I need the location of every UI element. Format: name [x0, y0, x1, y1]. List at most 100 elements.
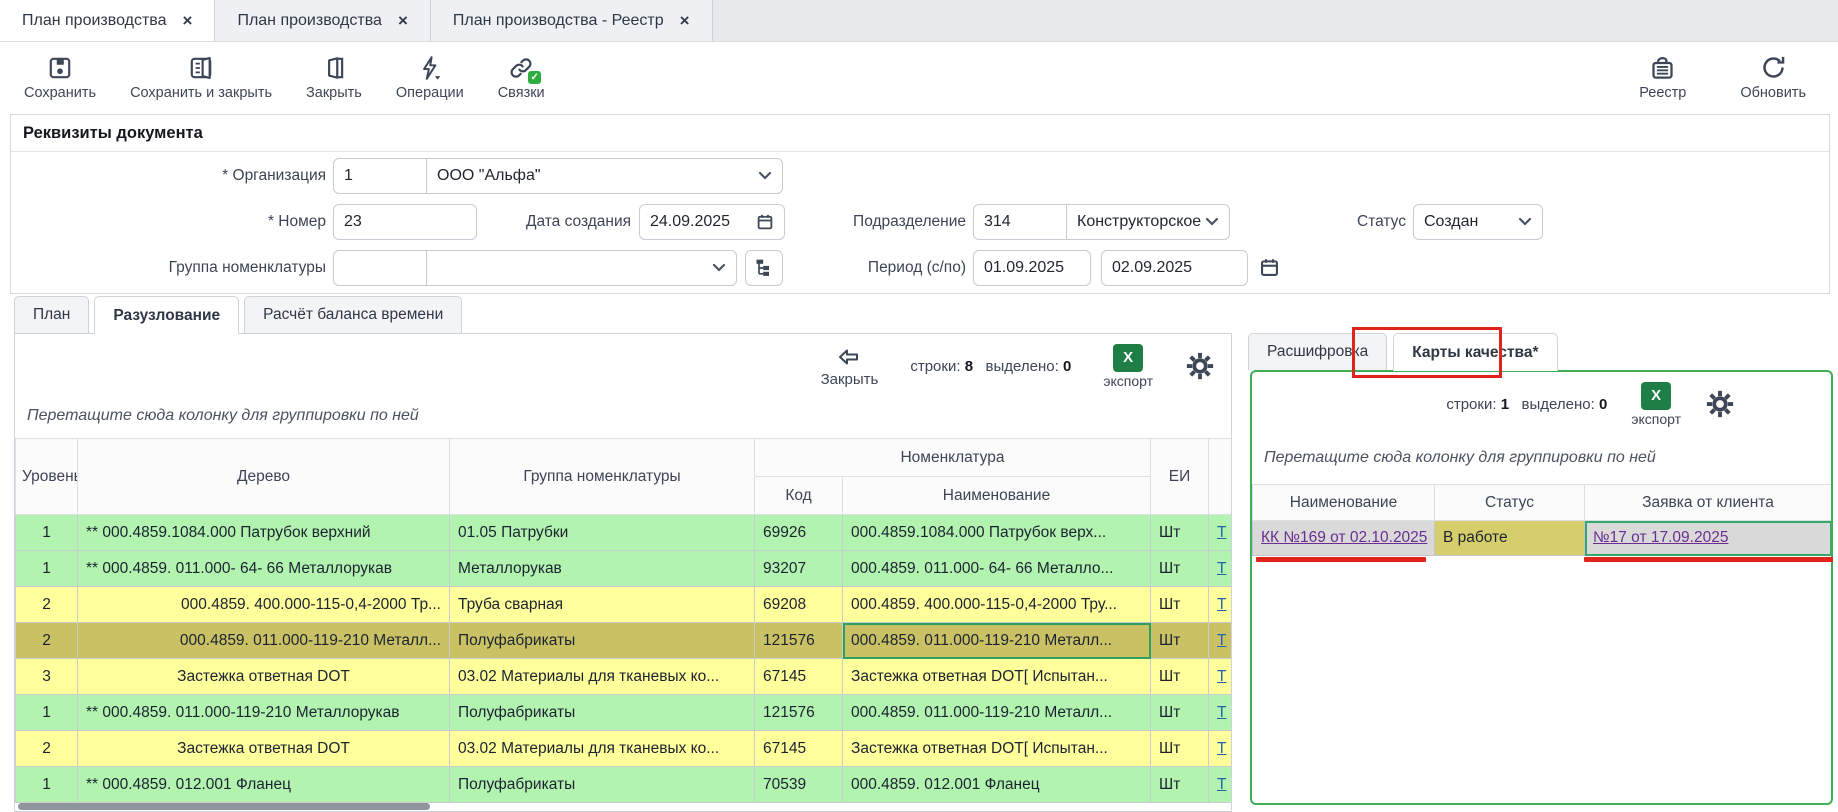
table-row[interactable]: 2 000.4859. 400.000-115-0,4-2000 Тр... Т…	[15, 586, 1231, 623]
tree-select-button[interactable]	[745, 250, 783, 286]
close-button[interactable]: Закрыть	[292, 50, 376, 105]
grid-settings-button[interactable]	[1185, 351, 1215, 381]
cell-code: 93207	[754, 550, 843, 587]
column-header-code[interactable]: Код	[754, 476, 843, 515]
row-link[interactable]: Т	[1217, 739, 1227, 757]
table-row[interactable]: 1 ** 000.4859. 011.000-119-210 Металлору…	[15, 694, 1231, 731]
created-date-label: Дата создания	[525, 213, 631, 230]
refresh-button[interactable]: Обновить	[1726, 50, 1820, 105]
nomenclature-group-code[interactable]	[334, 251, 427, 285]
column-header-nomenclature[interactable]: Номенклатура	[754, 438, 1151, 477]
row-link[interactable]: Т	[1217, 631, 1227, 649]
cell-level: 1	[15, 514, 78, 551]
cell-tree: ** 000.4859.1084.000 Патрубок верхний	[77, 514, 450, 551]
chevron-down-icon[interactable]	[712, 263, 726, 273]
cell-group: Полуфабрикаты	[449, 766, 755, 803]
column-header-unit[interactable]: ЕИ	[1150, 438, 1209, 515]
status-select[interactable]: Создан	[1413, 204, 1543, 240]
organization-field[interactable]: 1 ООО "Альфа"	[333, 158, 783, 194]
close-tab-icon[interactable]: ×	[679, 10, 690, 30]
quality-card-row[interactable]: КК №169 от 02.10.2025 В работе №17 от 17…	[1252, 520, 1831, 556]
department-field[interactable]: 314 Конструкторское бюр	[973, 204, 1230, 240]
horizontal-scrollbar[interactable]	[18, 803, 430, 810]
window-tab-registry[interactable]: План производства - Реестр ×	[430, 0, 713, 41]
document-requisites-section: Реквизиты документа * Организация 1 ООО …	[10, 114, 1830, 294]
quality-grid-counters: строки: 1 выделено: 0	[1446, 395, 1608, 413]
close-tab-icon[interactable]: ×	[182, 10, 193, 30]
chevron-down-icon[interactable]	[1518, 217, 1532, 227]
table-row[interactable]: 3 Застежка ответная DOT 03.02 Материалы …	[15, 658, 1231, 695]
export-excel-button[interactable]: X экспорт	[1631, 381, 1681, 427]
period-to-field[interactable]	[1101, 250, 1248, 286]
row-link[interactable]: Т	[1217, 559, 1227, 577]
nomenclature-group-select[interactable]	[427, 251, 736, 285]
save-icon	[47, 54, 73, 81]
client-request-link[interactable]: №17 от 17.09.2025	[1593, 529, 1729, 546]
cell-level: 1	[15, 766, 78, 803]
nomenclature-group-label: Группа номенклатуры	[168, 259, 326, 276]
table-row[interactable]: 1 ** 000.4859. 011.000- 64- 66 Металлору…	[15, 550, 1231, 587]
cell-group: Металлорукав	[449, 550, 755, 587]
cell-group: 01.05 Патрубки	[449, 514, 755, 551]
tab-quality-cards[interactable]: Карты качества*	[1393, 333, 1558, 371]
row-link[interactable]: Т	[1217, 595, 1227, 613]
row-link[interactable]: Т	[1217, 667, 1227, 685]
links-button[interactable]: ✓ Связки	[484, 50, 559, 105]
tab-decipher[interactable]: Расшифровка	[1248, 333, 1388, 370]
window-tab-plan-1[interactable]: План производства ×	[0, 0, 216, 41]
grid-settings-button[interactable]	[1705, 389, 1735, 419]
excel-icon: X	[1641, 381, 1672, 410]
chevron-down-icon[interactable]	[1205, 217, 1219, 227]
row-link[interactable]: Т	[1217, 523, 1227, 541]
export-excel-button[interactable]: X экспорт	[1103, 343, 1153, 389]
nomenclature-group-field[interactable]	[333, 250, 737, 286]
row-link[interactable]: Т	[1217, 775, 1227, 793]
cell-level: 1	[15, 550, 78, 587]
table-row[interactable]: 1 ** 000.4859.1084.000 Патрубок верхний …	[15, 514, 1231, 551]
table-row[interactable]: 1 ** 000.4859. 012.001 Фланец Полуфабрик…	[15, 766, 1231, 803]
cell-tree: 000.4859. 400.000-115-0,4-2000 Тр...	[77, 586, 450, 623]
calendar-icon[interactable]	[1259, 257, 1280, 278]
table-row[interactable]: 2 Застежка ответная DOT 03.02 Материалы …	[15, 730, 1231, 767]
organization-select[interactable]: ООО "Альфа"	[427, 159, 782, 193]
section-title: Реквизиты документа	[11, 115, 1829, 152]
window-tab-plan-2[interactable]: План производства ×	[215, 0, 431, 41]
window-tab-label: План производства - Реестр	[452, 11, 664, 29]
tab-time-balance[interactable]: Расчёт баланса времени	[244, 296, 463, 333]
department-code[interactable]: 314	[974, 205, 1067, 239]
cell-level: 2	[15, 622, 78, 659]
quality-card-link[interactable]: КК №169 от 02.10.2025	[1261, 529, 1428, 546]
column-header-status[interactable]: Статус	[1434, 484, 1585, 521]
period-from-field[interactable]	[973, 250, 1091, 286]
row-link[interactable]: Т	[1217, 703, 1227, 721]
save-button[interactable]: Сохранить	[10, 50, 110, 105]
operations-button[interactable]: Операции	[382, 50, 478, 105]
excel-icon: X	[1113, 343, 1144, 372]
cell-group: 03.02 Материалы для тканевых ко...	[449, 658, 755, 695]
tab-plan[interactable]: План	[14, 296, 90, 333]
column-header-name[interactable]: Наименование	[1252, 484, 1435, 521]
cell-name: Застежка ответная DOT[ Испытан...	[842, 658, 1151, 695]
created-date-field[interactable]: 24.09.2025	[639, 204, 785, 240]
tab-razuzlovanie[interactable]: Разузлование	[94, 296, 240, 334]
column-header-client-request[interactable]: Заявка от клиента	[1584, 484, 1831, 521]
cell-name: 000.4859. 011.000-119-210 Металл...	[842, 694, 1151, 731]
number-field[interactable]	[333, 204, 477, 240]
column-header-name[interactable]: Наименование	[842, 476, 1151, 515]
chevron-down-icon[interactable]	[758, 171, 772, 181]
organization-code[interactable]: 1	[334, 159, 427, 193]
column-header-level[interactable]: Уровень	[15, 438, 78, 515]
table-row[interactable]: 2 000.4859. 011.000-119-210 Металл... По…	[15, 622, 1231, 659]
period-label: Период (с/по)	[867, 259, 966, 276]
close-tab-icon[interactable]: ×	[397, 10, 408, 30]
column-header-tree[interactable]: Дерево	[77, 438, 450, 515]
cell-tree: 000.4859. 011.000-119-210 Металл...	[77, 622, 450, 659]
column-header-group[interactable]: Группа номенклатуры	[449, 438, 755, 515]
column-header-extra[interactable]	[1208, 438, 1231, 515]
cell-name: 000.4859. 400.000-115-0,4-2000 Тру...	[842, 586, 1151, 623]
calendar-icon[interactable]	[756, 213, 774, 231]
save-and-close-button[interactable]: Сохранить и закрыть	[116, 50, 286, 105]
department-select[interactable]: Конструкторское бюр	[1067, 205, 1229, 239]
registry-button[interactable]: Реестр	[1625, 50, 1700, 105]
grid-close-button[interactable]: Закрыть	[821, 345, 878, 388]
